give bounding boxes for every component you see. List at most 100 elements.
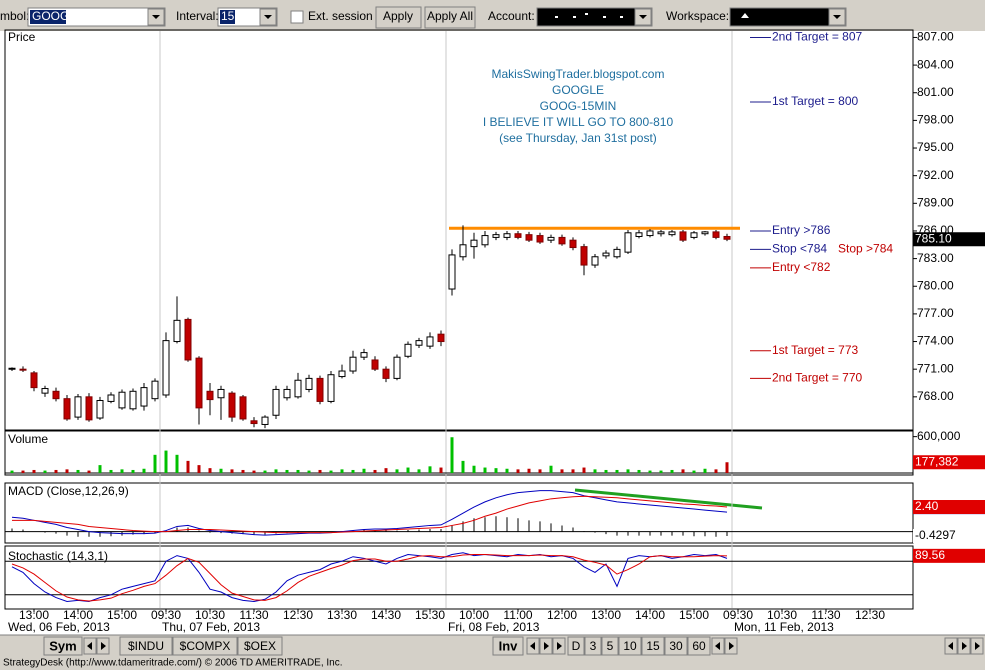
account-label: Account: xyxy=(488,9,535,23)
volume-bar xyxy=(406,467,410,473)
value-box xyxy=(913,548,985,563)
candle-body xyxy=(679,231,687,241)
dropdown-arrow xyxy=(639,15,647,19)
volume-bar xyxy=(32,469,36,473)
time-label: 13:00 xyxy=(591,608,621,622)
candle-body xyxy=(448,254,456,290)
interval-tab-label: D xyxy=(572,639,581,653)
annotation: GOOGLE xyxy=(552,83,604,97)
volume-bar xyxy=(560,469,564,473)
ext-session-checkbox[interactable] xyxy=(290,10,304,24)
volume-bar xyxy=(538,469,542,473)
level-label: 2nd Target = 770 xyxy=(772,371,863,385)
interval-tab-label: 30 xyxy=(669,639,683,653)
interval-tab[interactable] xyxy=(567,636,585,656)
scroll-arrow xyxy=(729,642,734,650)
volume-bar xyxy=(241,469,245,473)
candle-body xyxy=(349,356,357,372)
candle-body xyxy=(492,234,500,238)
apply-all-button[interactable] xyxy=(424,6,476,29)
symbol-tab[interactable] xyxy=(172,636,238,656)
volume-bar xyxy=(142,468,146,473)
volume-bar xyxy=(450,437,454,473)
candle-body xyxy=(217,388,225,399)
volume-bar xyxy=(131,469,135,473)
candle-body xyxy=(63,398,71,420)
dropdown-arrow xyxy=(152,15,160,19)
time-label: 15:00 xyxy=(679,608,709,622)
volume-bar xyxy=(637,469,641,473)
scroll-arrow xyxy=(948,642,953,650)
indicator-line xyxy=(12,495,728,534)
interval-tab[interactable] xyxy=(687,636,711,656)
panel-title: MACD (Close,12,26,9) xyxy=(8,484,129,498)
volume-bar xyxy=(362,468,366,473)
volume-bar xyxy=(87,470,91,473)
sym-tab[interactable] xyxy=(43,636,83,656)
volume-bar xyxy=(120,469,124,473)
volume-bar xyxy=(318,469,322,473)
sym-tab-label: Sym xyxy=(49,638,76,653)
date-label: Mon, 11 Feb, 2013 xyxy=(734,620,834,634)
volume-bar xyxy=(186,460,190,473)
level-label: 1st Target = 773 xyxy=(772,343,859,357)
volume-bar xyxy=(65,469,69,473)
volume-bar xyxy=(153,454,157,473)
volume-bar xyxy=(648,470,652,473)
interval-tab[interactable] xyxy=(584,636,602,656)
apply-button[interactable] xyxy=(375,6,422,29)
candle-body xyxy=(52,390,60,400)
candle-body xyxy=(470,239,478,248)
candle-body xyxy=(206,390,214,401)
y-tick-label: 780.00 xyxy=(917,278,954,292)
scroll-arrow xyxy=(101,642,106,650)
annotation: I BELIEVE IT WILL GO TO 800-810 xyxy=(483,115,674,129)
volume-bar xyxy=(164,450,168,473)
scroll-arrow xyxy=(530,642,535,650)
candle-body xyxy=(503,233,511,238)
price-panel xyxy=(4,29,914,431)
last-price-box xyxy=(913,232,985,247)
volume-bar xyxy=(351,469,355,473)
symbol-highlight xyxy=(30,10,66,24)
time-label: 13:30 xyxy=(327,608,357,622)
chart-area xyxy=(0,31,985,635)
status-text: StrategyDesk (http://www.tdameritrade.co… xyxy=(3,658,343,669)
time-label: 10:30 xyxy=(767,608,797,622)
volume-bar xyxy=(373,469,377,473)
candle-body xyxy=(382,368,390,379)
status-bar xyxy=(0,657,985,670)
date-label: Thu, 07 Feb, 2013 xyxy=(162,620,260,634)
date-label: Fri, 08 Feb, 2013 xyxy=(448,620,540,634)
time-label: 15:30 xyxy=(415,608,445,622)
interval-tab[interactable] xyxy=(601,636,619,656)
value-label: 89.56 xyxy=(915,548,945,562)
symbol-tab-label: $INDU xyxy=(128,639,164,653)
symbol-tab[interactable] xyxy=(119,636,173,656)
inv-tab[interactable] xyxy=(492,636,524,656)
candle-body xyxy=(426,336,434,347)
volume-bar xyxy=(263,470,267,473)
y-tick-label: 807.00 xyxy=(917,30,954,44)
interval-tab[interactable] xyxy=(641,636,665,656)
account-select[interactable] xyxy=(536,7,653,27)
volume-bar xyxy=(571,469,575,473)
candle-body xyxy=(371,359,379,370)
candle-body xyxy=(85,396,93,421)
candle-body xyxy=(162,340,170,396)
time-label: 14:00 xyxy=(63,608,93,622)
interval-tab[interactable] xyxy=(618,636,642,656)
volume-bar xyxy=(582,467,586,473)
time-label: 14:00 xyxy=(635,608,665,622)
annotation: (see Thursday, Jan 31st post) xyxy=(499,131,657,145)
candle-body xyxy=(283,388,291,399)
interval-tab[interactable] xyxy=(664,636,688,656)
candle-body xyxy=(327,374,335,402)
symbol-tab[interactable] xyxy=(237,636,283,656)
scroll-arrow xyxy=(87,642,92,650)
candle-body xyxy=(129,390,137,410)
scroll-arrow xyxy=(715,642,720,650)
candle-body xyxy=(305,377,313,390)
workspace-select[interactable] xyxy=(729,7,847,27)
